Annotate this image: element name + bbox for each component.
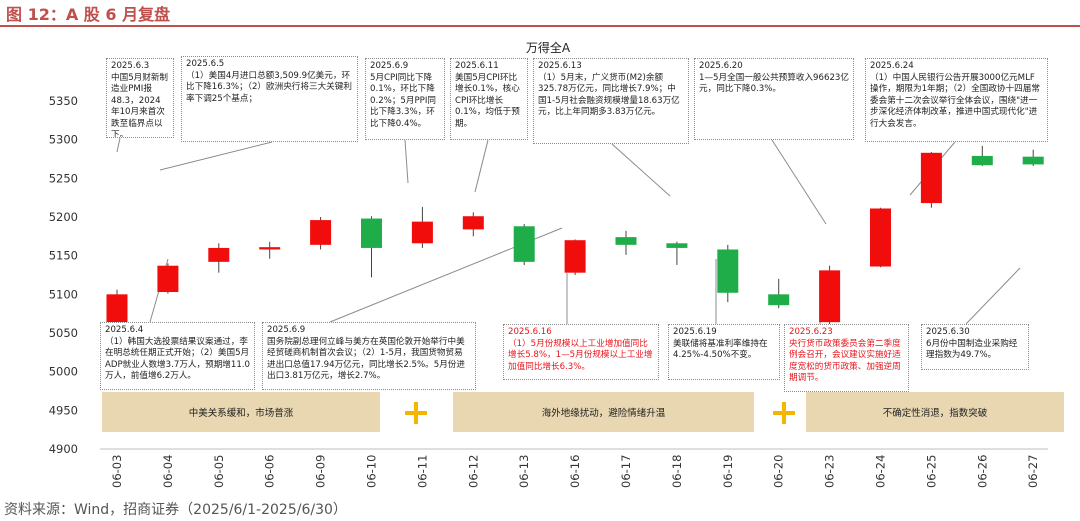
y-tick-label: 4900 [49, 442, 78, 456]
candle-body [768, 294, 790, 306]
leader-line [474, 139, 489, 193]
annotation-box: 2025.6.16 （1）5月份规模以上工业增加值同比增长5.8%，1—5月份规模… [503, 324, 659, 380]
candle-body [870, 208, 891, 267]
phase-band-1: 中美关系缓和，市场普涨 [102, 392, 380, 432]
plus-icon [773, 402, 795, 424]
leader-line [965, 267, 1021, 325]
x-tick-label: 06-25 [924, 455, 938, 488]
candle-body [361, 218, 382, 248]
candle-body [208, 247, 230, 262]
annotation-box: 2025.6.9 5月CPI同比下降0.1%，环比下降0.2%；5月PPI同比下降… [365, 58, 445, 140]
candle-body [819, 270, 841, 323]
leader-line [159, 141, 273, 171]
annotation-box: 2025.6.3 中国5月财新制造业PMI报48.3，2024年10月来首次跌至临… [106, 58, 174, 138]
annotation-box: 2025.6.24 （1）中国人民银行公告开展3000亿元MLF操作，期限为1年期… [865, 58, 1048, 142]
y-tick-label: 5150 [49, 249, 78, 263]
leader-line [116, 137, 121, 153]
annotation-box: 2025.6.9 国务院副总理何立峰与美方在英国伦敦开始举行中美经贸磋商机制首次会… [262, 322, 476, 390]
y-tick-label: 5100 [49, 287, 78, 301]
leader-line [611, 143, 671, 197]
candles [106, 145, 1044, 327]
source-note: 资料来源：Wind，招商证券（2025/6/1-2025/6/30） [4, 502, 347, 518]
annotation-box: 2025.6.5 （1）美国4月进口总额3,509.9亿美元，环比下降16.3%；… [181, 56, 358, 142]
x-tick-label: 06-13 [517, 455, 531, 488]
x-tick-label: 06-12 [466, 455, 480, 488]
title-divider [0, 25, 1080, 27]
candle-body [920, 152, 942, 204]
figure-title: 图 12：A 股 6 月复盘 [6, 5, 171, 24]
candle-body [462, 216, 484, 230]
x-tick-label: 06-10 [365, 455, 379, 488]
candle-body [259, 247, 281, 250]
candle-body [310, 220, 332, 245]
annotation-box: 2025.6.30 6月份中国制造业采购经理指数为49.7%。 [921, 324, 1029, 370]
x-tick-label: 06-23 [823, 455, 837, 488]
x-tick-label: 06-17 [619, 455, 633, 488]
plus-icon [405, 402, 427, 424]
x-tick-label: 06-06 [263, 455, 277, 488]
x-tick-label: 06-05 [212, 455, 226, 488]
annotation-box: 2025.6.20 1—5月全国一般公共预算收入96623亿元，同比下降0.3%。 [694, 58, 854, 140]
x-tick-label: 06-18 [670, 455, 684, 488]
y-tick-label: 5300 [49, 133, 78, 147]
y-tick-label: 4950 [49, 403, 78, 417]
x-tick-label: 06-26 [975, 455, 989, 488]
x-tick-label: 06-11 [415, 455, 429, 488]
phase-band-2: 海外地缘扰动，避险情绪升温 [453, 392, 754, 432]
x-tick-label: 06-27 [1026, 455, 1040, 488]
annotation-box: 2025.6.23 央行货币政策委员会第二季度例会召开，会议建议实施好适度宽松的货… [784, 324, 909, 392]
annotation-box: 2025.6.13 （1）5月末，广义货币(M2)余额325.78万亿元，同比增长… [533, 58, 689, 144]
candle-body [1022, 156, 1044, 165]
candle-body [666, 243, 688, 248]
x-tick-label: 06-20 [772, 455, 786, 488]
x-tick-label: 06-16 [568, 455, 582, 488]
phase-band-3: 不确定性消退，指数突破 [806, 392, 1064, 432]
x-tick-label: 06-19 [721, 455, 735, 488]
axes: 4900 4950 5000 5050 5100 5150 5200 5250 5300 5350… [49, 94, 1048, 488]
candle-body [513, 226, 535, 262]
x-tick-label: 06-09 [314, 455, 328, 488]
candle-body [157, 265, 179, 293]
y-tick-label: 5200 [49, 210, 78, 224]
candle-body [106, 294, 128, 326]
x-tick-label: 06-24 [874, 455, 888, 488]
candle-body [564, 240, 586, 273]
chart-title: 万得全A [526, 40, 571, 55]
x-tick-label: 06-04 [161, 455, 175, 488]
annotation-box: 2025.6.4 （1）韩国大选投票结果议案通过，李在明总统任期正式开始；（2）美… [100, 322, 255, 390]
y-tick-label: 5050 [49, 326, 78, 340]
candle-body [411, 221, 433, 244]
candle-body [971, 155, 993, 166]
annotation-box: 2025.6.19 美联储将基准利率维持在4.25%-4.50%不变。 [668, 324, 780, 380]
candle-body [717, 249, 739, 293]
leader-line [404, 139, 409, 184]
y-tick-label: 5000 [49, 365, 78, 379]
x-tick-label: 06-03 [110, 455, 124, 488]
y-tick-label: 5350 [49, 94, 78, 108]
y-tick-label: 5250 [49, 171, 78, 185]
leader-line [771, 139, 827, 225]
candle-body [615, 237, 637, 245]
annotation-box: 2025.6.11 美国5月CPI环比增长0.1%，核心CPI环比增长0.1%，均… [450, 58, 528, 140]
